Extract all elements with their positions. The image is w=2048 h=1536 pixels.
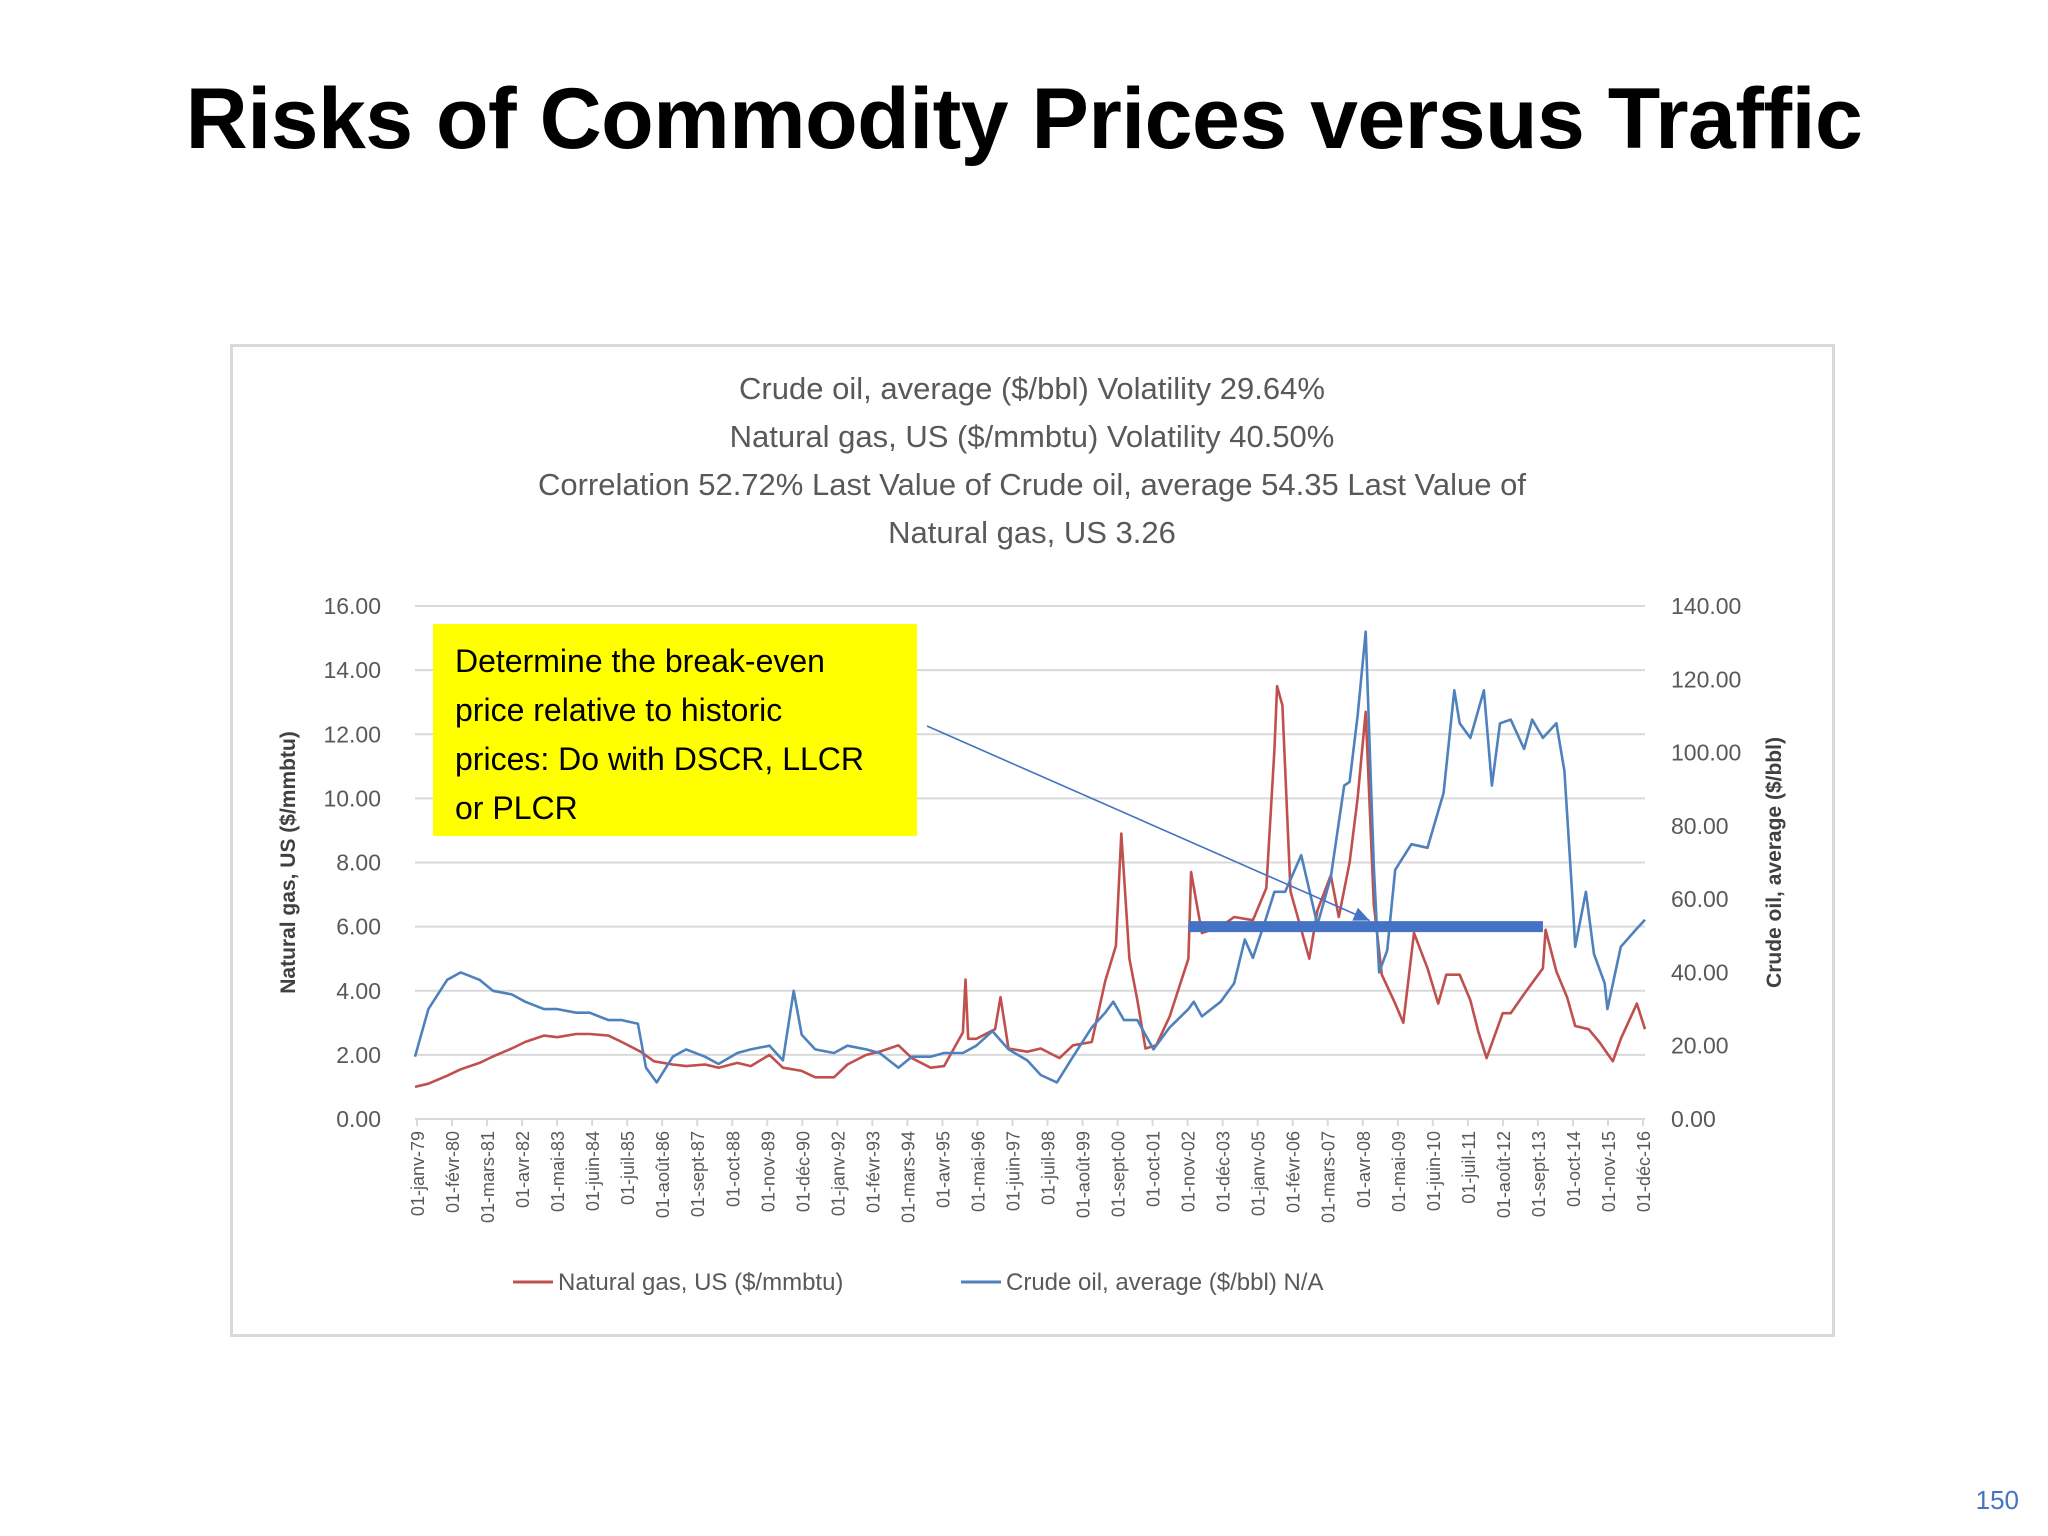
x-tick-label: 01-mars-07 — [1319, 1131, 1339, 1223]
right-tick-label: 100.00 — [1671, 740, 1741, 766]
x-tick-label: 01-avr-08 — [1354, 1131, 1374, 1208]
series-1 — [413, 630, 1646, 1084]
left-tick-label: 4.00 — [336, 978, 381, 1004]
x-tick-label: 01-juin-84 — [583, 1131, 603, 1211]
annotation-group: Determine the break-even price relative t… — [433, 624, 1371, 922]
annotation-arrow-line — [926, 725, 1371, 922]
right-tick-label: 40.00 — [1671, 959, 1729, 985]
annotation-text-line: price relative to historic — [455, 692, 782, 728]
y-axis-label-right: Crude oil, average ($/bbl) — [1763, 737, 1786, 988]
right-tick-label: 80.00 — [1671, 813, 1729, 839]
y-axis-label-left: Natural gas, US ($/mmbtu) — [277, 731, 300, 994]
x-tick-label: 01-août-86 — [653, 1131, 673, 1218]
x-tick-label: 01-sept-87 — [688, 1131, 708, 1217]
chart-title-line: Correlation 52.72% Last Value of Crude o… — [538, 467, 1526, 502]
series-line — [413, 630, 1646, 1084]
x-tick-label: 01-avr-95 — [933, 1131, 953, 1208]
annotation-box — [433, 624, 917, 836]
x-tick-label: 01-juil-11 — [1459, 1131, 1479, 1204]
x-tick-label: 01-juil-85 — [618, 1131, 638, 1205]
x-tick-label: 01-nov-89 — [758, 1131, 778, 1212]
x-tick-label: 01-juil-98 — [1039, 1131, 1059, 1205]
chart: Crude oil, average ($/bbl) Volatility 29… — [277, 371, 1786, 1296]
series-lines — [413, 630, 1647, 1089]
chart-title-line: Natural gas, US ($/mmbtu) Volatility 40.… — [730, 419, 1335, 454]
x-tick-label: 01-avr-82 — [513, 1131, 533, 1208]
chart-title: Crude oil, average ($/bbl) Volatility 29… — [538, 371, 1526, 550]
left-tick-label: 0.00 — [336, 1106, 381, 1132]
page-number: 150 — [1975, 1485, 2019, 1515]
x-tick-label: 01-janv-79 — [408, 1131, 428, 1216]
left-tick-label: 10.00 — [323, 785, 381, 811]
x-tick-label: 01-mai-09 — [1389, 1131, 1409, 1212]
x-tick-label: 01-nov-15 — [1599, 1131, 1619, 1212]
x-tick-label: 01-janv-05 — [1249, 1131, 1269, 1216]
x-tick-label: 01-oct-01 — [1144, 1131, 1164, 1207]
left-tick-label: 8.00 — [336, 850, 381, 876]
legend: Natural gas, US ($/mmbtu) Crude oil, aver… — [513, 1269, 1323, 1296]
x-tick-label: 01-sept-00 — [1109, 1131, 1129, 1217]
legend-label: Crude oil, average ($/bbl) N/A — [1006, 1269, 1323, 1296]
x-tick-label: 01-déc-03 — [1214, 1131, 1234, 1212]
x-tick-label: 01-juin-10 — [1424, 1131, 1444, 1211]
left-tick-label: 14.00 — [323, 657, 381, 683]
left-tick-label: 2.00 — [336, 1042, 381, 1068]
x-tick-label: 01-mars-81 — [478, 1131, 498, 1223]
slide-title: Risks of Commodity Prices versus Traffic — [185, 71, 1863, 167]
x-tick-label: 01-sept-13 — [1529, 1131, 1549, 1217]
x-tick-label: 01-mars-94 — [898, 1131, 918, 1223]
x-tick-label: 01-mai-96 — [968, 1131, 988, 1212]
x-tick-label: 01-juin-97 — [1003, 1131, 1023, 1211]
right-axis-ticks: 0.00 20.00 40.00 60.00 80.00 100.00 120.00 140.… — [1671, 593, 1741, 1132]
x-tick-label: 01-déc-90 — [793, 1131, 813, 1212]
left-tick-label: 6.00 — [336, 914, 381, 940]
left-tick-label: 12.00 — [323, 721, 381, 747]
annotation-arrow-head — [1352, 907, 1370, 921]
right-tick-label: 120.00 — [1671, 666, 1741, 692]
x-tick-label: 01-oct-14 — [1564, 1131, 1584, 1207]
left-axis-ticks: 0.00 2.00 4.00 6.00 8.00 10.00 12.00 14.00 16.00 — [323, 593, 381, 1132]
left-tick-label: 16.00 — [323, 593, 381, 619]
right-tick-label: 20.00 — [1671, 1033, 1729, 1059]
x-tick-label: 01-févr-80 — [443, 1131, 463, 1213]
x-tick-label: 01-août-99 — [1074, 1131, 1094, 1218]
x-axis-ticks: 01-janv-79 01-févr-80 01-mars-81 01-avr-82 0… — [408, 1119, 1654, 1223]
right-tick-label: 140.00 — [1671, 593, 1741, 619]
chart-title-line: Crude oil, average ($/bbl) Volatility 29… — [739, 371, 1325, 406]
x-tick-label: 01-janv-92 — [828, 1131, 848, 1216]
chart-title-line: Natural gas, US 3.26 — [888, 515, 1176, 550]
x-tick-label: 01-août-12 — [1494, 1131, 1514, 1218]
right-tick-label: 60.00 — [1671, 886, 1729, 912]
annotation-text-line: Determine the break-even — [455, 643, 825, 679]
x-tick-label: 01-mai-83 — [548, 1131, 568, 1212]
right-tick-label: 0.00 — [1671, 1106, 1716, 1132]
x-tick-label: 01-déc-16 — [1634, 1131, 1654, 1212]
x-tick-label: 01-févr-93 — [863, 1131, 883, 1213]
x-tick-label: 01-févr-06 — [1284, 1131, 1304, 1213]
x-tick-label: 01-nov-02 — [1179, 1131, 1199, 1212]
x-tick-label: 01-oct-88 — [723, 1131, 743, 1207]
series-0 — [414, 684, 1647, 1089]
annotation-text-line: or PLCR — [455, 790, 578, 826]
annotation-text-line: prices: Do with DSCR, LLCR — [455, 741, 864, 777]
chart-frame: Crude oil, average ($/bbl) Volatility 29… — [230, 344, 1835, 1337]
legend-label: Natural gas, US ($/mmbtu) — [558, 1269, 843, 1296]
